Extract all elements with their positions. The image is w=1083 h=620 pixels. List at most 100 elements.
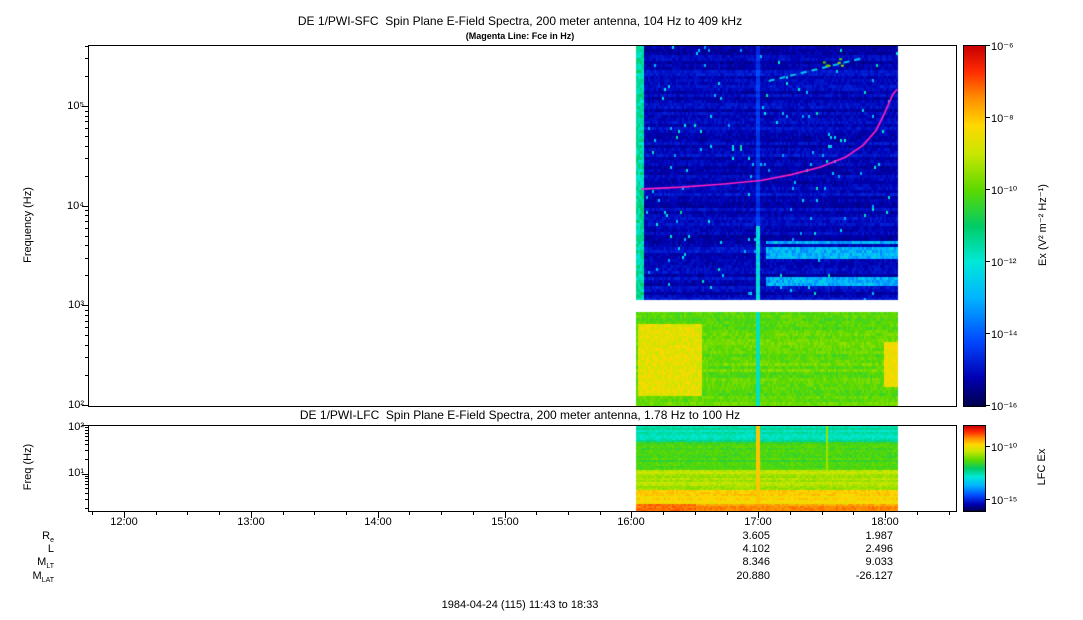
axis-tick	[727, 512, 728, 515]
lfc-colorbar-gradient	[964, 426, 985, 511]
eph-l-main: L	[47, 543, 54, 555]
axis-tick	[85, 228, 88, 229]
axis-tick	[85, 327, 88, 328]
axis-tick	[85, 484, 88, 485]
xtick-1400: 14:00	[364, 516, 392, 528]
lfc-colorbar-label: LFC Ex	[1036, 448, 1048, 486]
lfc-ytick-1e1: 10¹	[68, 467, 84, 479]
axis-tick	[441, 512, 442, 515]
ephemeris-label-re: Re	[10, 530, 54, 544]
eph-mlt-main: M	[37, 556, 47, 568]
axis-tick	[600, 512, 601, 515]
sfc-ytick-1e2: 10²	[68, 399, 84, 411]
axis-tick	[378, 512, 379, 518]
axis-tick	[85, 450, 88, 451]
axis-tick	[85, 440, 88, 441]
axis-tick	[251, 512, 252, 518]
axis-tick	[82, 305, 88, 306]
axis-tick	[85, 245, 88, 246]
lfc-ytick-1e2: 10²	[68, 421, 84, 433]
ephemeris-label-l: L	[10, 543, 54, 557]
axis-tick	[758, 512, 759, 518]
axis-tick	[85, 433, 88, 434]
lfc-cbtick-0: 10⁻¹⁰	[991, 442, 1018, 454]
axis-tick	[85, 136, 88, 137]
axis-tick	[82, 206, 88, 207]
axis-tick	[949, 512, 950, 515]
axis-tick	[986, 499, 990, 500]
eph-re-main: R	[42, 530, 51, 542]
xtick-1800: 18:00	[871, 516, 899, 528]
sfc-cbtick-4: 10⁻¹⁴	[991, 329, 1018, 341]
axis-tick	[85, 236, 88, 237]
axis-tick	[986, 405, 990, 406]
axis-tick	[85, 116, 88, 117]
axis-tick	[187, 512, 188, 515]
sfc-cbtick-5: 10⁻¹⁶	[991, 401, 1018, 413]
xtick-1700: 17:00	[744, 516, 772, 528]
eph-l-value-1800: 2.496	[865, 543, 893, 555]
axis-tick	[85, 146, 88, 147]
axis-tick	[85, 121, 88, 122]
eph-mlat-sub: LAT	[41, 577, 54, 585]
axis-tick	[85, 436, 88, 437]
axis-tick	[346, 512, 347, 515]
eph-mlat-main: M	[32, 570, 42, 582]
lfc-colorbar	[963, 425, 986, 512]
axis-tick	[85, 444, 88, 445]
axis-tick	[505, 512, 506, 518]
xtick-1300: 13:00	[237, 516, 265, 528]
axis-tick	[986, 117, 990, 118]
axis-tick	[82, 405, 88, 406]
axis-tick	[986, 446, 990, 447]
sfc-panel	[88, 45, 957, 407]
axis-tick	[85, 430, 88, 431]
axis-tick	[124, 512, 125, 518]
eph-re-sub: e	[50, 537, 54, 545]
axis-tick	[986, 261, 990, 262]
sfc-ytick-1e4: 10⁴	[67, 200, 84, 212]
eph-mlt-value-1800: 9.033	[865, 556, 893, 568]
axis-tick	[917, 512, 918, 515]
axis-tick	[85, 275, 88, 276]
axis-tick	[85, 427, 88, 428]
axis-tick	[85, 488, 88, 489]
sfc-spectrogram	[89, 46, 956, 406]
axis-tick	[85, 158, 88, 159]
axis-tick	[82, 474, 88, 475]
axis-tick	[85, 481, 88, 482]
axis-tick	[314, 512, 315, 515]
axis-tick	[219, 512, 220, 515]
axis-tick	[85, 321, 88, 322]
axis-tick	[85, 210, 88, 211]
axis-tick	[85, 128, 88, 129]
axis-tick	[85, 459, 88, 460]
axis-tick	[986, 333, 990, 334]
axis-tick	[85, 335, 88, 336]
ephemeris-label-mlat: MLAT	[10, 570, 55, 585]
lfc-panel	[88, 425, 957, 512]
lfc-cbtick-1: 10⁻¹⁵	[991, 495, 1018, 507]
axis-tick	[85, 111, 88, 112]
axis-tick	[986, 189, 990, 190]
eph-re-value-1700: 3.605	[742, 530, 770, 542]
axis-tick	[82, 106, 88, 107]
sfc-cbtick-1: 10⁻⁸	[991, 113, 1014, 125]
axis-tick	[85, 46, 88, 47]
axis-tick	[85, 508, 88, 509]
eph-re-value-1800: 1.987	[865, 530, 893, 542]
axis-tick	[85, 375, 88, 376]
sfc-ytick-1e5: 10⁵	[67, 100, 84, 112]
axis-tick	[283, 512, 284, 515]
axis-tick	[85, 345, 88, 346]
axis-tick	[409, 512, 410, 515]
axis-tick	[92, 512, 93, 515]
sfc-cbtick-0: 10⁻⁶	[991, 41, 1014, 53]
axis-tick	[536, 512, 537, 515]
sfc-cbtick-3: 10⁻¹²	[991, 257, 1017, 269]
eph-l-value-1700: 4.102	[742, 543, 770, 555]
axis-tick	[85, 493, 88, 494]
sfc-colorbar-gradient	[964, 46, 985, 406]
axis-tick	[631, 512, 632, 518]
axis-tick	[85, 258, 88, 259]
